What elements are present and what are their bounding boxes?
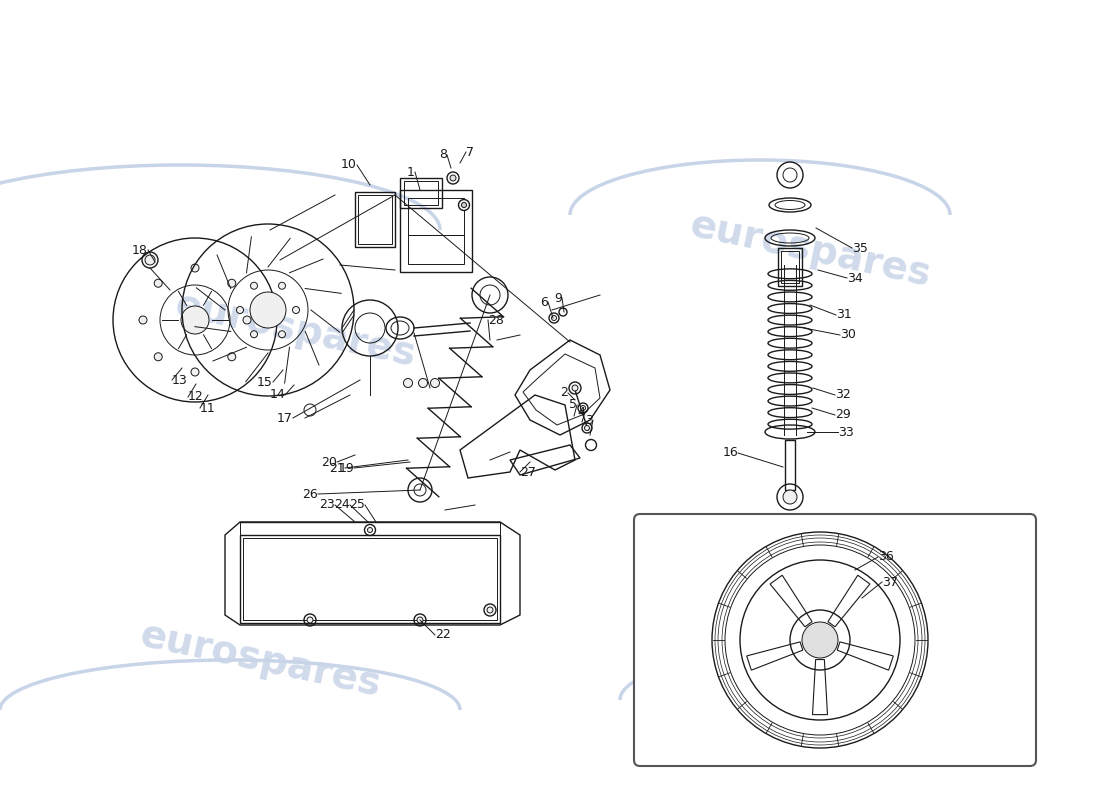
- Text: 23: 23: [319, 498, 336, 511]
- Text: 4: 4: [578, 406, 585, 418]
- Circle shape: [191, 264, 199, 272]
- Text: 35: 35: [852, 242, 868, 254]
- Text: 2: 2: [560, 386, 568, 399]
- Text: 1: 1: [407, 166, 415, 178]
- Text: 21: 21: [329, 462, 345, 474]
- Text: 33: 33: [838, 426, 854, 438]
- Bar: [243, 538, 497, 620]
- Text: 6: 6: [540, 295, 548, 309]
- Text: eurospares: eurospares: [686, 206, 934, 294]
- Circle shape: [572, 385, 578, 391]
- Circle shape: [551, 315, 557, 321]
- Text: 16: 16: [723, 446, 738, 459]
- Circle shape: [191, 368, 199, 376]
- Text: 7: 7: [466, 146, 474, 158]
- Circle shape: [278, 330, 286, 338]
- Circle shape: [367, 527, 373, 533]
- Circle shape: [139, 316, 147, 324]
- Text: 25: 25: [349, 498, 365, 511]
- Circle shape: [154, 353, 162, 361]
- Text: 18: 18: [132, 243, 148, 257]
- Text: 8: 8: [439, 149, 447, 162]
- Bar: [240, 535, 501, 623]
- Bar: [785, 440, 795, 490]
- Text: 36: 36: [878, 550, 893, 563]
- Text: 26: 26: [302, 487, 318, 501]
- Circle shape: [430, 378, 440, 387]
- Circle shape: [145, 255, 155, 265]
- Text: 22: 22: [434, 629, 451, 642]
- Bar: [404, 181, 438, 205]
- Circle shape: [450, 175, 456, 181]
- Text: 3: 3: [585, 414, 593, 426]
- Bar: [355, 192, 395, 247]
- Bar: [400, 178, 442, 208]
- FancyBboxPatch shape: [634, 514, 1036, 766]
- Circle shape: [462, 202, 466, 207]
- Text: 29: 29: [835, 409, 850, 422]
- Text: 28: 28: [488, 314, 504, 326]
- Text: 15: 15: [257, 375, 273, 389]
- Circle shape: [417, 617, 424, 623]
- Circle shape: [236, 306, 243, 314]
- Bar: [778, 248, 802, 286]
- Circle shape: [802, 622, 838, 658]
- Circle shape: [243, 316, 251, 324]
- Circle shape: [581, 406, 585, 410]
- Circle shape: [251, 282, 257, 290]
- Bar: [400, 190, 472, 272]
- Text: 30: 30: [840, 329, 856, 342]
- Circle shape: [182, 306, 209, 334]
- Circle shape: [228, 279, 235, 287]
- Text: 32: 32: [835, 389, 850, 402]
- Circle shape: [783, 490, 798, 504]
- Text: eurospares: eurospares: [170, 286, 419, 374]
- Bar: [408, 235, 464, 264]
- Text: 34: 34: [847, 271, 862, 285]
- Circle shape: [250, 292, 286, 328]
- Text: 20: 20: [321, 455, 337, 469]
- Circle shape: [459, 199, 470, 210]
- Text: 24: 24: [334, 498, 350, 511]
- Text: eurospares: eurospares: [136, 616, 384, 704]
- Text: 19: 19: [339, 462, 354, 474]
- Circle shape: [487, 607, 493, 613]
- Circle shape: [404, 378, 412, 387]
- Text: 17: 17: [277, 411, 293, 425]
- Text: 9: 9: [554, 291, 562, 305]
- Text: 10: 10: [341, 158, 358, 171]
- Text: 13: 13: [172, 374, 188, 386]
- Bar: [781, 251, 799, 283]
- Text: 31: 31: [836, 309, 851, 322]
- Text: 27: 27: [520, 466, 536, 478]
- Circle shape: [251, 330, 257, 338]
- Text: 11: 11: [200, 402, 216, 414]
- Bar: [408, 198, 464, 235]
- Circle shape: [228, 353, 235, 361]
- Circle shape: [307, 617, 314, 623]
- Text: 12: 12: [188, 390, 204, 403]
- Text: 5: 5: [569, 398, 578, 411]
- Circle shape: [278, 282, 286, 290]
- Bar: [358, 195, 392, 244]
- Circle shape: [154, 279, 162, 287]
- Circle shape: [418, 378, 428, 387]
- Text: 14: 14: [270, 389, 285, 402]
- Circle shape: [293, 306, 299, 314]
- Text: 37: 37: [882, 575, 898, 589]
- Circle shape: [584, 426, 590, 430]
